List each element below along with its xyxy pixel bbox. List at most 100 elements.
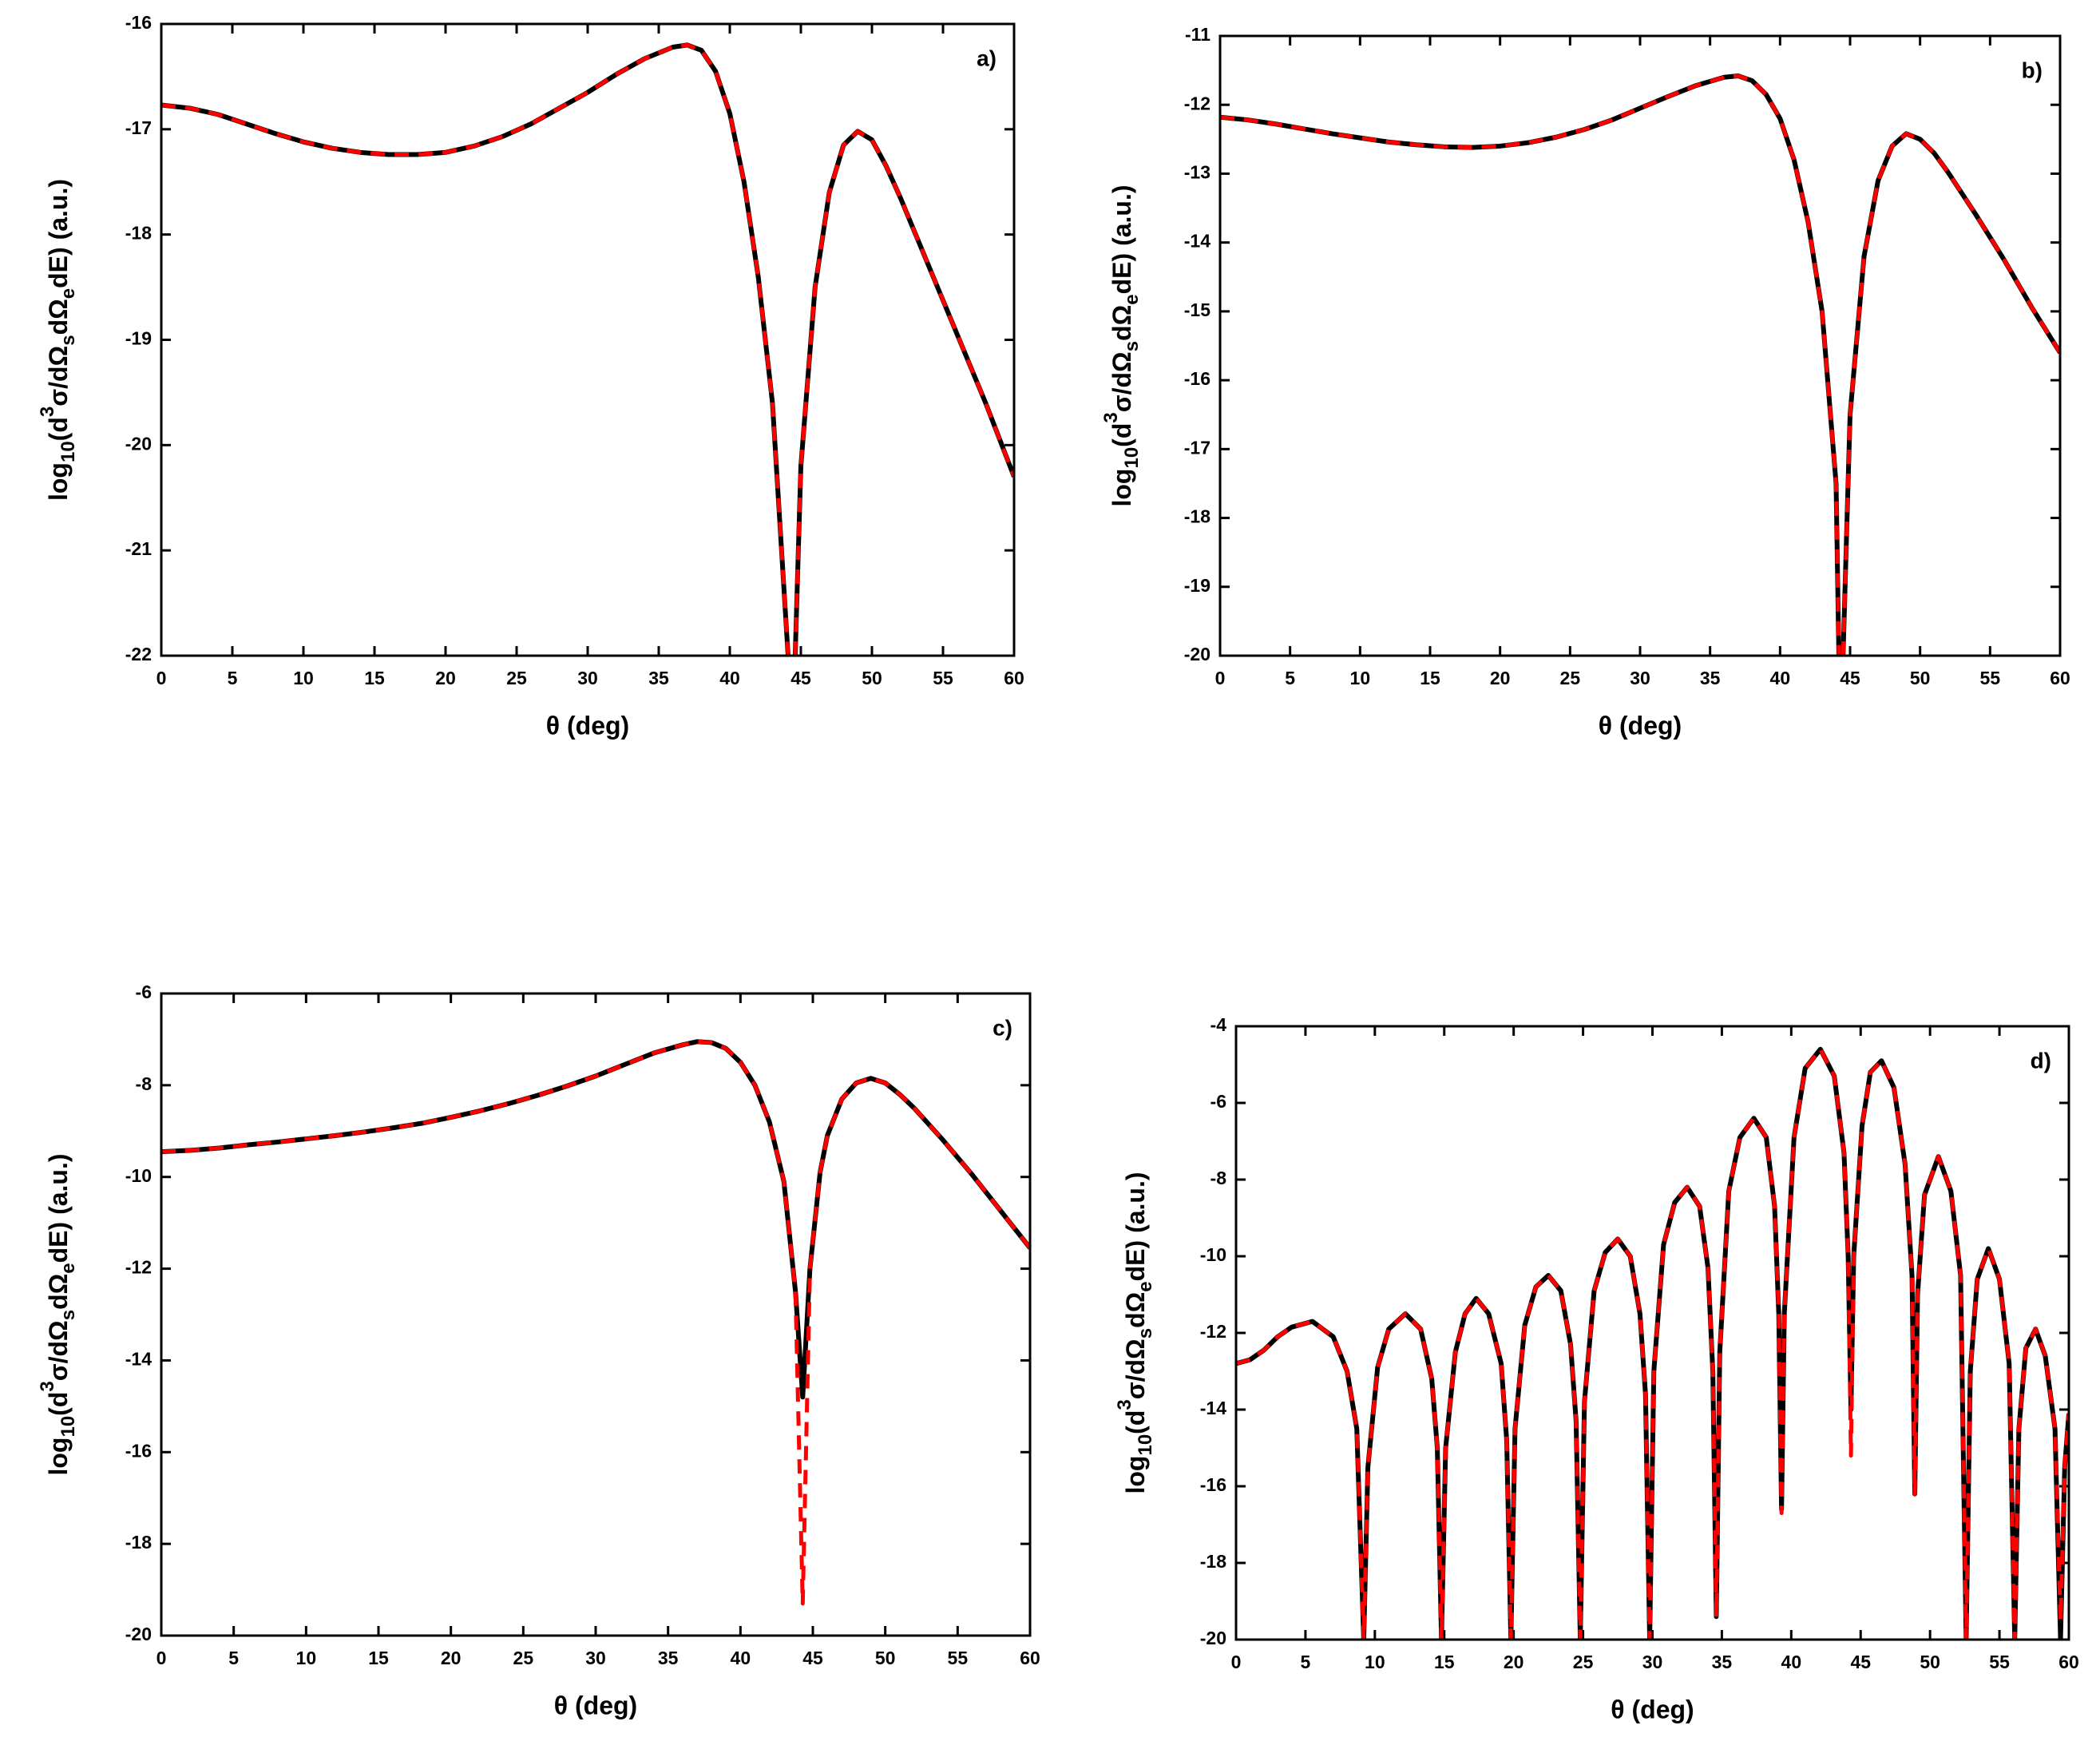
y-axis-label-part: (d [44, 1392, 73, 1416]
x-tick-label: 40 [1781, 1652, 1802, 1672]
y-axis-label-part: e [1121, 294, 1143, 304]
y-axis-label-part: σ/dΩ [1121, 1339, 1150, 1399]
y-tick-label: -22 [125, 644, 152, 664]
x-tick-label: 50 [875, 1648, 896, 1668]
x-tick-label: 60 [2058, 1652, 2079, 1672]
y-tick-label: -12 [125, 1257, 152, 1278]
x-tick-label: 5 [1285, 668, 1295, 688]
series-line [1236, 1047, 2069, 1640]
y-tick-label: -10 [1200, 1244, 1226, 1265]
x-tick-label: 25 [1560, 668, 1581, 688]
x-tick-label: 55 [1989, 1652, 2010, 1672]
y-axis-label: log10(d3σ/dΩsdΩedE) (a.u.) [37, 1153, 79, 1475]
x-tick-label: 15 [1434, 1652, 1455, 1672]
y-axis-label-part: (d [1121, 1410, 1150, 1434]
x-tick-label: 15 [1420, 668, 1440, 688]
series-line [161, 42, 1014, 656]
y-axis-label-part: 3 [1114, 1399, 1135, 1410]
y-tick-label: -20 [125, 1624, 152, 1644]
y-axis-label-part: s [1135, 1328, 1156, 1339]
x-tick-label: 40 [1770, 668, 1791, 688]
y-tick-label: -16 [125, 1440, 152, 1461]
x-tick-label: 30 [585, 1648, 606, 1668]
x-tick-label: 45 [1840, 668, 1860, 688]
y-tick-label: -10 [125, 1165, 152, 1186]
x-tick-label: 45 [790, 668, 811, 688]
x-tick-label: 20 [441, 1648, 462, 1668]
y-tick-label: -4 [1210, 1014, 1227, 1035]
x-tick-label: 30 [577, 668, 598, 688]
x-tick-label: 15 [368, 1648, 389, 1668]
x-tick-label: 25 [1573, 1652, 1594, 1672]
x-tick-label: 60 [1020, 1648, 1040, 1668]
x-tick-label: 55 [1980, 668, 2001, 688]
y-tick-label: -14 [1200, 1398, 1226, 1418]
y-axis-label-part: e [1135, 1281, 1156, 1291]
x-axis-label: θ (deg) [554, 1691, 637, 1719]
x-tick-label: 5 [1301, 1652, 1311, 1672]
x-tick-label: 0 [157, 668, 167, 688]
y-tick-label: -11 [1185, 24, 1210, 45]
y-tick-label: -20 [1200, 1628, 1226, 1648]
x-tick-label: 55 [933, 668, 953, 688]
y-axis-label-part: dE) (a.u.) [1121, 1172, 1150, 1281]
y-tick-label: -18 [1184, 506, 1210, 527]
x-tick-label: 25 [506, 668, 527, 688]
y-axis-label-part: 10 [1121, 447, 1143, 469]
y-axis-label-part: dΩ [44, 299, 73, 335]
y-tick-label: -18 [125, 1532, 152, 1553]
plot-frame [1218, 34, 2062, 657]
x-tick-label: 10 [1365, 1652, 1385, 1672]
y-axis-label-part: log [44, 1438, 73, 1476]
x-tick-label: 55 [948, 1648, 969, 1668]
y-tick-label: -15 [1184, 299, 1210, 320]
y-tick-label: -19 [1184, 575, 1210, 596]
panel-label: d) [2031, 1048, 2051, 1073]
x-tick-label: 0 [157, 1648, 167, 1668]
y-axis-label: log10(d3σ/dΩsdΩedE) (a.u.) [1114, 1172, 1156, 1493]
y-tick-label: -20 [125, 433, 152, 454]
x-tick-label: 20 [1504, 1652, 1524, 1672]
y-tick-label: -14 [1184, 231, 1210, 252]
y-tick-label: -13 [1184, 162, 1210, 183]
series-line [1220, 73, 2060, 656]
y-tick-label: -17 [125, 117, 152, 138]
y-axis-label-part: (d [44, 417, 73, 441]
x-tick-label: 5 [228, 1648, 239, 1668]
y-tick-label: -8 [136, 1073, 153, 1094]
x-tick-label: 60 [2050, 668, 2070, 688]
y-axis-label-part: log [1107, 469, 1136, 507]
y-axis-label-part: (d [1107, 423, 1136, 447]
y-tick-label: -6 [1210, 1091, 1226, 1112]
x-tick-label: 40 [719, 668, 740, 688]
x-tick-label: 20 [1490, 668, 1511, 688]
y-axis-label-part: σ/dΩ [1107, 351, 1136, 412]
series-line [161, 1039, 1030, 1606]
y-axis-label-part: dE) (a.u.) [1107, 184, 1136, 294]
x-tick-label: 25 [513, 1648, 534, 1668]
y-tick-label: -12 [1184, 93, 1210, 113]
x-tick-label: 35 [1712, 1652, 1733, 1672]
x-tick-label: 50 [1910, 668, 1931, 688]
y-tick-label: -18 [1200, 1551, 1226, 1572]
x-tick-label: 45 [802, 1648, 823, 1668]
plot-frame [160, 22, 1016, 657]
x-tick-label: 15 [364, 668, 385, 688]
y-tick-label: -16 [1200, 1474, 1226, 1495]
y-axis-label-part: 10 [57, 441, 79, 462]
y-axis-label-part: s [1121, 341, 1143, 351]
y-axis-label-part: log [1121, 1456, 1150, 1494]
x-tick-label: 10 [293, 668, 314, 688]
y-axis-label: log10(d3σ/dΩsdΩedE) (a.u.) [1100, 184, 1143, 506]
y-axis-label-part: 3 [37, 407, 58, 417]
panel-label: b) [2022, 58, 2043, 82]
x-tick-label: 50 [1920, 1652, 1940, 1672]
y-axis-label-part: s [57, 335, 79, 345]
x-axis-label: θ (deg) [1599, 711, 1682, 740]
x-tick-label: 60 [1004, 668, 1024, 688]
y-axis-label-part: dE) (a.u.) [44, 179, 73, 288]
y-tick-label: -6 [136, 982, 152, 1002]
x-axis-label: θ (deg) [546, 711, 629, 740]
y-axis-label: log10(d3σ/dΩsdΩedE) (a.u.) [37, 179, 79, 501]
